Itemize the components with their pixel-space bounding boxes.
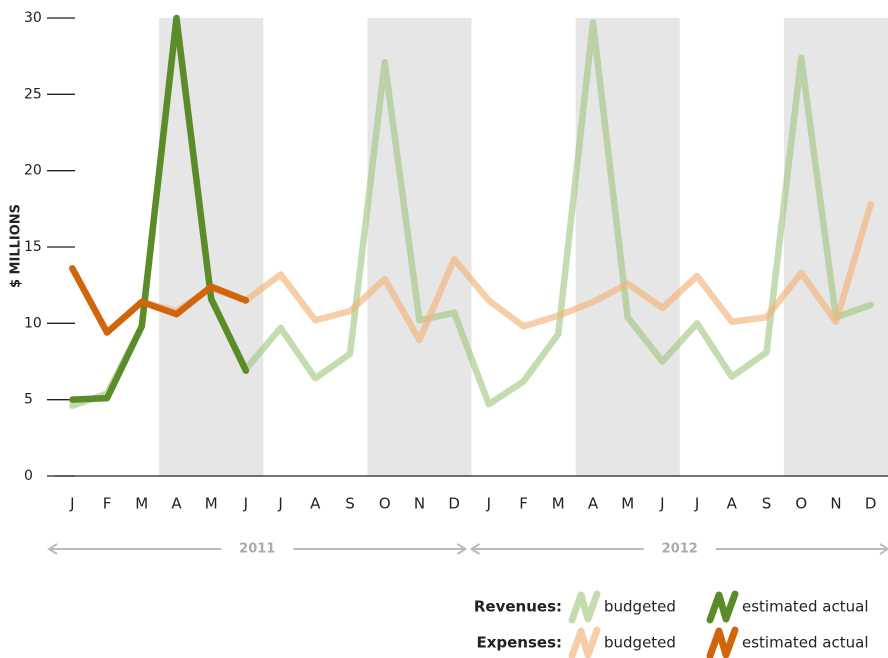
y-axis-title: $ MILLIONS <box>9 204 24 288</box>
x-tick-label: J <box>69 495 74 513</box>
series-line <box>69 14 250 403</box>
legend-label: budgeted <box>604 634 676 652</box>
legend-group-label: Expenses: <box>476 634 562 652</box>
x-tick-label: F <box>519 495 528 513</box>
x-tick-label: A <box>310 495 321 513</box>
y-tick-label: 20 <box>24 163 42 179</box>
x-tick-label: A <box>588 495 599 513</box>
legend-group-label: Revenues: <box>474 598 562 616</box>
x-tick-label: O <box>795 495 807 513</box>
legend-label: estimated actual <box>742 598 868 616</box>
legend-icon <box>568 590 601 624</box>
y-tick-label: 15 <box>24 239 42 255</box>
x-tick-label: S <box>762 495 772 513</box>
arrow-head <box>456 543 468 555</box>
x-tick-label: N <box>414 495 425 513</box>
quarter-band <box>367 18 472 476</box>
y-tick-label: 5 <box>24 392 33 408</box>
x-tick-label: M <box>552 495 565 513</box>
x-tick-label: J <box>277 495 282 513</box>
x-tick-label: J <box>659 495 664 513</box>
x-tick-label: M <box>205 495 218 513</box>
x-tick-label: N <box>830 495 841 513</box>
y-tick-label: 0 <box>24 468 33 484</box>
quarter-band <box>575 18 680 476</box>
x-tick-label: D <box>865 495 877 513</box>
y-tick-label: 10 <box>24 315 42 331</box>
x-tick-label: J <box>486 495 491 513</box>
x-tick-label: A <box>171 495 182 513</box>
x-tick-label: A <box>727 495 738 513</box>
legend-icon <box>706 590 739 624</box>
x-tick-label: J <box>243 495 248 513</box>
arrow-head <box>469 543 481 555</box>
x-tick-label: M <box>135 495 148 513</box>
arrow-head <box>47 543 58 555</box>
legend-icon <box>706 626 739 658</box>
year-label: 2011 <box>239 542 275 557</box>
quarter-band <box>159 18 264 476</box>
year-label: 2012 <box>662 542 698 557</box>
arrow-head <box>879 543 888 555</box>
y-tick-label: 25 <box>24 86 42 102</box>
legend-icon <box>568 626 601 658</box>
x-tick-label: J <box>694 495 699 513</box>
series-line <box>69 265 250 336</box>
y-tick-label: 30 <box>24 10 42 26</box>
x-tick-label: D <box>448 495 460 513</box>
x-tick-label: M <box>621 495 634 513</box>
x-tick-label: F <box>103 495 112 513</box>
legend-label: estimated actual <box>742 634 868 652</box>
x-tick-label: O <box>379 495 391 513</box>
quarter-band <box>783 18 888 476</box>
x-tick-label: S <box>345 495 355 513</box>
legend-label: budgeted <box>604 598 676 616</box>
